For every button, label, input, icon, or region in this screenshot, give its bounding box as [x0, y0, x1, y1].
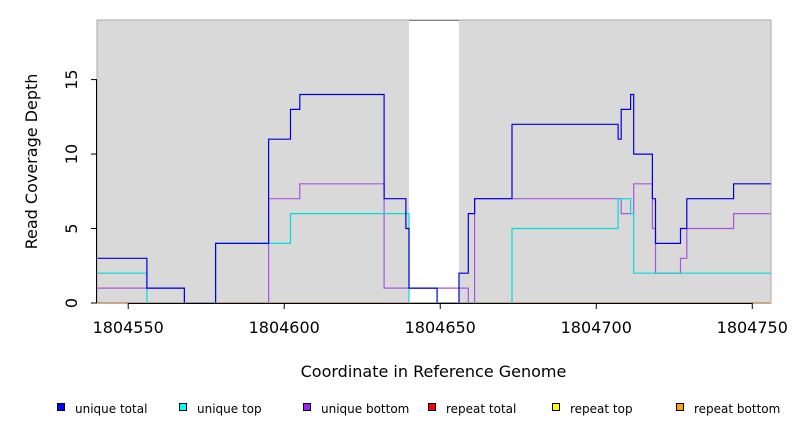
- legend-label-repeat-top: repeat top: [570, 402, 633, 416]
- legend-swatch-unique-top: [179, 403, 187, 411]
- x-axis: 1804550 1804600 1804650 1804700 1804750: [93, 303, 788, 337]
- legend-swatch-repeat-top: [552, 403, 560, 411]
- x-tick-label: 1804650: [405, 318, 476, 337]
- x-tick-label: 1804600: [249, 318, 320, 337]
- y-tick-label: 5: [62, 223, 81, 233]
- legend-label-unique-bottom: unique bottom: [321, 402, 409, 416]
- legend-swatch-unique-bottom: [303, 403, 311, 411]
- y-tick-label: 0: [62, 298, 81, 308]
- x-tick-label: 1804700: [561, 318, 632, 337]
- x-axis-title: Coordinate in Reference Genome: [301, 362, 567, 381]
- x-tick-label: 1804750: [717, 318, 788, 337]
- legend-swatch-unique-total: [57, 403, 65, 411]
- legend-label-repeat-total: repeat total: [446, 402, 516, 416]
- legend-swatch-repeat-bottom: [676, 403, 684, 411]
- legend-label-repeat-bottom: repeat bottom: [694, 402, 780, 416]
- y-tick-label: 10: [62, 144, 81, 164]
- x-tick-label: 1804550: [93, 318, 164, 337]
- legend-label-unique-top: unique top: [197, 402, 262, 416]
- y-axis-title: Read Coverage Depth: [22, 74, 41, 250]
- legend-swatch-repeat-total: [428, 403, 436, 411]
- legend-label-unique-total: unique total: [75, 402, 147, 416]
- legend: unique total unique top unique bottom repea…: [57, 402, 780, 416]
- gap-region: [409, 20, 459, 303]
- y-axis: 0 5 10 15: [62, 69, 97, 308]
- y-tick-label: 15: [62, 69, 81, 89]
- series-unique-total: [97, 93, 771, 304]
